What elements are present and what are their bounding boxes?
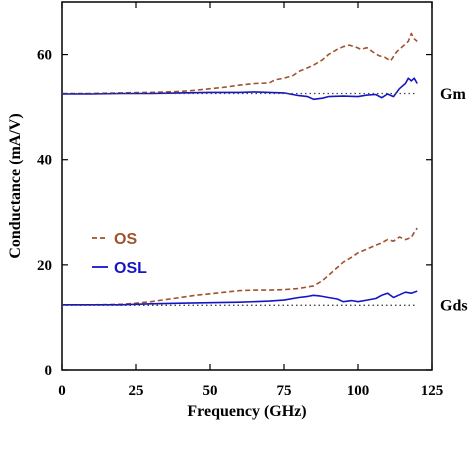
x-tick-label: 50: [203, 383, 218, 399]
annotation-gds: Gds: [440, 297, 468, 314]
y-tick-label: 40: [37, 153, 52, 169]
y-tick-labels: 0 20 40 60: [37, 48, 52, 379]
annotations: Gm Gds: [440, 86, 468, 314]
tick-marks: [61, 2, 433, 371]
legend-label-os: OS: [114, 231, 137, 248]
series-layer: [62, 32, 418, 306]
os-gds-line: [62, 227, 418, 306]
plot-frame: [61, 1, 433, 371]
y-tick-label: 20: [37, 258, 52, 274]
y-tick-label: 0: [45, 363, 53, 379]
legend: OS OSL: [92, 231, 147, 277]
legend-label-osl: OSL: [114, 260, 147, 277]
x-tick-label: 25: [129, 383, 144, 399]
os-gm-line: [62, 32, 418, 95]
y-tick-label: 60: [37, 48, 52, 64]
osl-gds-line: [62, 290, 418, 306]
osl-gm-line: [62, 77, 418, 101]
x-tick-label: 100: [347, 383, 370, 399]
x-tick-label: 0: [58, 383, 66, 399]
y-axis-title: Conductance (mA/V): [7, 113, 24, 258]
x-tick-label: 75: [277, 383, 292, 399]
x-tick-labels: 0 25 50 75 100 125: [58, 383, 443, 399]
x-axis-title: Frequency (GHz): [187, 403, 306, 420]
annotation-gm: Gm: [440, 86, 466, 103]
x-tick-label: 125: [421, 383, 444, 399]
